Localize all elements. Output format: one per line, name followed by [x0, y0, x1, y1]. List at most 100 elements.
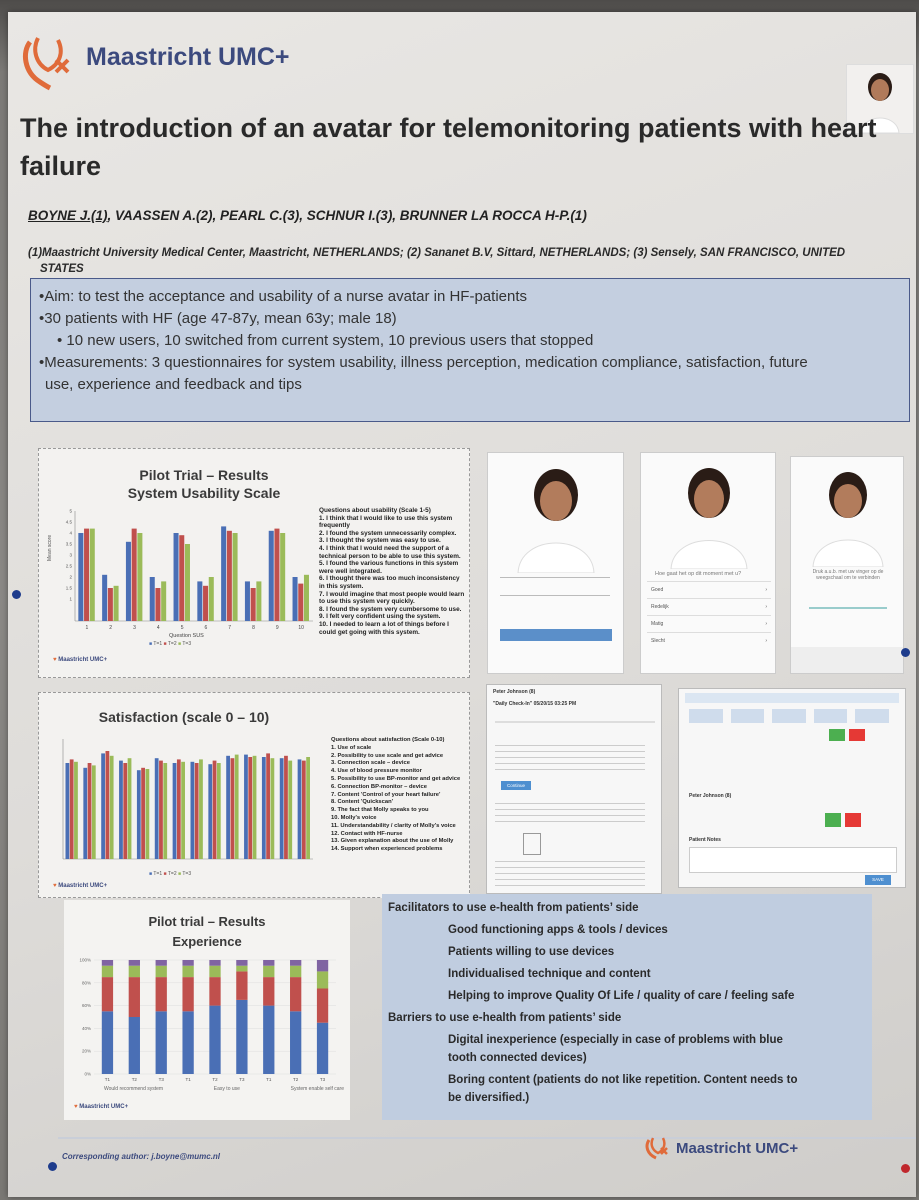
affiliations-line-1: (1)Maastricht University Medical Center,… — [28, 247, 846, 259]
stacked-bar-segment — [290, 965, 302, 978]
stacked-bar-segment — [209, 977, 221, 1006]
chat-continue-button[interactable]: Continue — [501, 781, 531, 790]
chat-patient-name: Peter Johnson (8) — [493, 689, 536, 695]
y-tick-label: 1.5 — [66, 586, 73, 591]
y-tick-label: 5 — [69, 509, 72, 514]
bar — [84, 528, 90, 621]
answer-option[interactable]: Goed › — [647, 581, 771, 598]
bar — [123, 763, 128, 859]
bar — [161, 581, 167, 621]
group-label: Would recommend system — [104, 1086, 164, 1092]
x-tick-label: 1 — [86, 625, 89, 631]
bar — [221, 526, 227, 621]
dashboard-icons — [689, 709, 889, 723]
x-tick-label: T2 — [212, 1077, 218, 1082]
bar — [136, 770, 141, 859]
stacked-bar-segment — [182, 1011, 194, 1074]
sus-questions-title: Questions about usability (Scale 1-5) — [319, 507, 431, 514]
group-label: System enable self care — [290, 1086, 344, 1092]
bar — [301, 760, 306, 859]
x-tick-label: 7 — [228, 625, 231, 631]
bar — [65, 763, 70, 859]
answer-option[interactable]: Redelijk › — [647, 598, 771, 615]
pin — [901, 1164, 910, 1173]
bar — [244, 581, 250, 621]
bar — [234, 754, 239, 859]
bar — [101, 753, 105, 859]
status-red — [849, 729, 865, 741]
bar — [199, 759, 203, 859]
sat-question: 12. Contact with HF-nurse — [331, 830, 403, 837]
sus-question: 10. I needed to learn a lot of things be… — [319, 620, 449, 636]
sus-question: 6. I thought there was too much inconsis… — [319, 575, 460, 590]
stacked-bar-segment — [290, 960, 302, 966]
bar — [248, 757, 253, 859]
first-author: BOYNE J.(1) — [28, 208, 108, 223]
stacked-bar-segment — [128, 977, 140, 1017]
answer-option[interactable]: Slecht › — [647, 632, 771, 649]
sat-question: 1. Use of scale — [331, 744, 372, 751]
sat-footer-logo-text: Maastricht UMC+ — [58, 883, 108, 889]
bar — [303, 574, 309, 621]
satisfaction-panel: Satisfaction (scale 0 – 10) ■ T=1 ■ T=2 … — [38, 692, 470, 898]
bar — [181, 761, 185, 859]
stacked-bar-segment — [236, 999, 248, 1074]
stacked-bar-segment — [155, 960, 167, 966]
save-button[interactable]: SAVE — [865, 875, 891, 885]
bar — [252, 755, 257, 859]
stacked-bar-segment — [263, 960, 275, 966]
title-line-1: The introduction of an avatar for telemo… — [20, 113, 877, 143]
sat-legend: ■ T=1 ■ T=2 ■ T=3 — [149, 871, 192, 877]
y-tick-label: 3 — [69, 553, 72, 558]
stacked-bar-segment — [236, 965, 248, 972]
sus-question: 4. I think that I would need the support… — [319, 544, 461, 560]
stacked-bar-segment — [155, 965, 167, 978]
poster-title: The introduction of an avatar for telemo… — [20, 109, 916, 185]
poster: Maastricht UMC+ The introduction of an a… — [8, 12, 916, 1197]
bar — [102, 574, 108, 621]
y-tick-label: 3.5 — [66, 542, 73, 547]
affiliations: (1)Maastricht University Medical Center,… — [28, 245, 916, 277]
answer-label: Goed — [651, 587, 664, 593]
nurse-avatar-icon — [860, 73, 900, 134]
stacked-bar-segment — [263, 965, 275, 978]
barriers-heading: Barriers to use e-health from patients’ … — [388, 1012, 622, 1024]
y-tick-label: 20% — [82, 1049, 91, 1054]
satisfaction-questions: Questions about satisfaction (Scale 0-10… — [331, 737, 467, 854]
bar — [256, 581, 262, 621]
bar — [159, 760, 163, 859]
answer-option[interactable]: Matig › — [647, 615, 771, 632]
bar — [109, 755, 114, 859]
bar — [172, 763, 177, 859]
sus-chart: 1 1.5 2 2.5 3 3.5 4 4.5 5 1 2 3 4 5 6 7 8 9 10 — [66, 509, 313, 631]
legend-t3: T=3 — [182, 641, 192, 647]
barrier-item-cont: tooth connected devices) — [448, 1052, 587, 1064]
sus-xlabel: Question SUS — [169, 633, 204, 639]
y-tick-label: 60% — [82, 1003, 91, 1008]
bar — [163, 763, 168, 859]
facilitators-box: Facilitators to use e-health from patien… — [382, 894, 872, 1120]
pin — [901, 648, 910, 657]
sus-panel: Pilot Trial – Results System Usability S… — [38, 448, 470, 678]
barrier-item-cont: be diversified.) — [448, 1092, 530, 1104]
stacked-bar-segment — [128, 1017, 140, 1074]
sat-question: 7. Content 'Control of your heart failur… — [331, 791, 441, 798]
notes-textarea[interactable] — [689, 847, 897, 873]
aim-line: •Aim: to test the acceptance and usabili… — [39, 288, 528, 305]
bar — [91, 765, 96, 859]
x-tick-label: T3 — [159, 1077, 165, 1082]
sat-question: 2. Possibility to use scale and get advi… — [331, 752, 444, 759]
footer-divider — [58, 1137, 916, 1139]
stacked-bar-segment — [316, 971, 329, 989]
login-button[interactable] — [500, 629, 612, 641]
other-authors: , VAASSEN A.(2), PEARL C.(3), SCHNUR I.(… — [107, 208, 587, 223]
facilitator-item: Individualised technique and content — [448, 968, 651, 980]
bar — [250, 588, 256, 621]
sat-question: 14. Support when experienced problems — [331, 846, 443, 853]
stacked-bar-segment — [101, 1011, 114, 1074]
status-green — [825, 813, 841, 827]
answer-label: Redelijk — [651, 604, 669, 610]
sus-question: 5. I found the various functions in this… — [319, 560, 459, 575]
stacked-bar-segment — [182, 960, 194, 966]
x-tick-label: 6 — [205, 625, 208, 631]
